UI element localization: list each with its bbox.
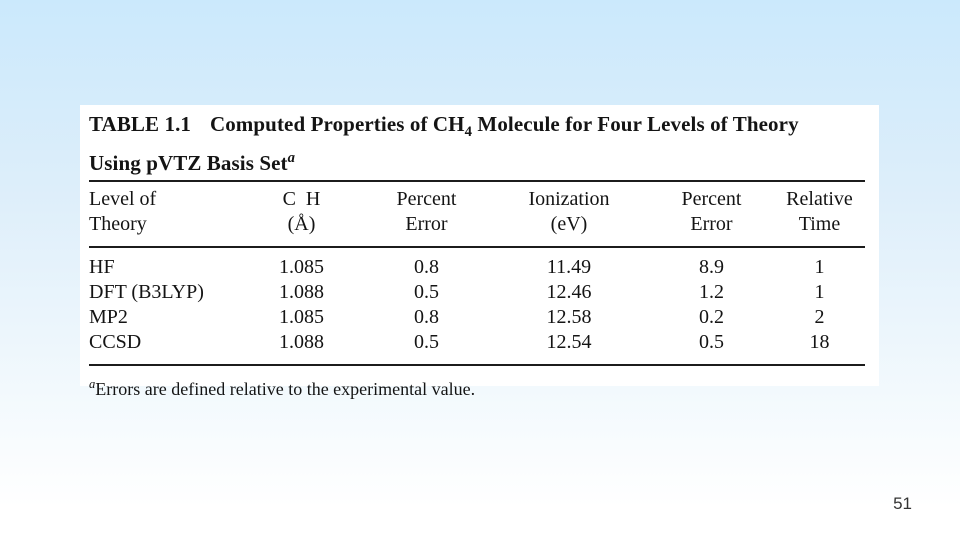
cell-percent-error-bond: 0.5 [414,281,439,304]
table-title: TABLE 1.1 Computed Properties of CH4 Mole… [89,111,865,176]
cell-ch-bond: 1.088 [279,331,324,354]
footnote-marker-title: a [287,150,296,167]
cell-ionization: 12.46 [546,281,592,304]
table-header: Level of Theory C H (Å) Percent Error Io… [89,182,865,249]
cell-percent-error-ionization: 1.2 [699,281,724,304]
cell-percent-error-ionization: 0.5 [699,331,724,354]
table-title-text: Computed Properties of CH [209,112,465,136]
cell-relative-time: 2 [814,306,825,329]
header-ch-bond-length: C H (Å) [239,182,364,249]
cell-relative-time: 1 [814,281,825,304]
cell-percent-error-bond: 0.5 [414,331,439,354]
cell-ionization: 11.49 [546,256,592,279]
cell-theory: HF [89,256,115,279]
table-footnote: aErrors are defined relative to the expe… [89,372,865,401]
cell-theory: CCSD [89,331,142,354]
cell-percent-error-ionization: 0.2 [699,306,724,329]
cell-relative-time: 18 [809,331,830,354]
table-row: HF 1.085 0.8 11.49 8.9 1 [89,247,865,280]
cell-percent-error-bond: 0.8 [414,256,439,279]
header-level-of-theory: Level of Theory [89,182,239,249]
table-title-text-cont: Molecule for Four Levels of Theory [472,112,799,136]
footnote-marker: a [89,377,96,392]
properties-table: Level of Theory C H (Å) Percent Error Io… [89,182,865,355]
ch4-subscript: 4 [464,124,473,141]
cell-ionization: 12.58 [546,306,592,329]
cell-theory: DFT (B3LYP) [89,281,204,304]
table-card: TABLE 1.1 Computed Properties of CH4 Mole… [80,105,879,399]
slide-page-number: 51 [893,494,912,513]
table-bottom-rule [89,364,865,367]
table-row: MP2 1.085 0.8 12.58 0.2 2 [89,305,865,330]
header-relative-time: Relative Time [774,182,865,249]
table-row: CCSD 1.088 0.5 12.54 0.5 18 [89,330,865,355]
cell-ch-bond: 1.085 [279,256,324,279]
header-ionization: Ionization (eV) [489,182,649,249]
cell-percent-error-bond: 0.8 [414,306,439,329]
table-title-line2: Using pVTZ Basis Set [89,151,288,176]
cell-ch-bond: 1.085 [279,306,324,329]
footnote-text: Errors are defined relative to the exper… [95,379,476,400]
cell-ch-bond: 1.088 [279,281,324,304]
table-row: DFT (B3LYP) 1.088 0.5 12.46 1.2 1 [89,280,865,305]
header-percent-error-bond: Percent Error [364,182,489,249]
cell-ionization: 12.54 [546,331,592,354]
cell-theory: MP2 [89,306,128,329]
cell-percent-error-ionization: 8.9 [699,256,724,279]
cell-relative-time: 1 [814,256,825,279]
header-percent-error-ionization: Percent Error [649,182,774,249]
title-divider-rule [89,180,865,183]
table-number-label: TABLE 1.1 [89,112,192,136]
